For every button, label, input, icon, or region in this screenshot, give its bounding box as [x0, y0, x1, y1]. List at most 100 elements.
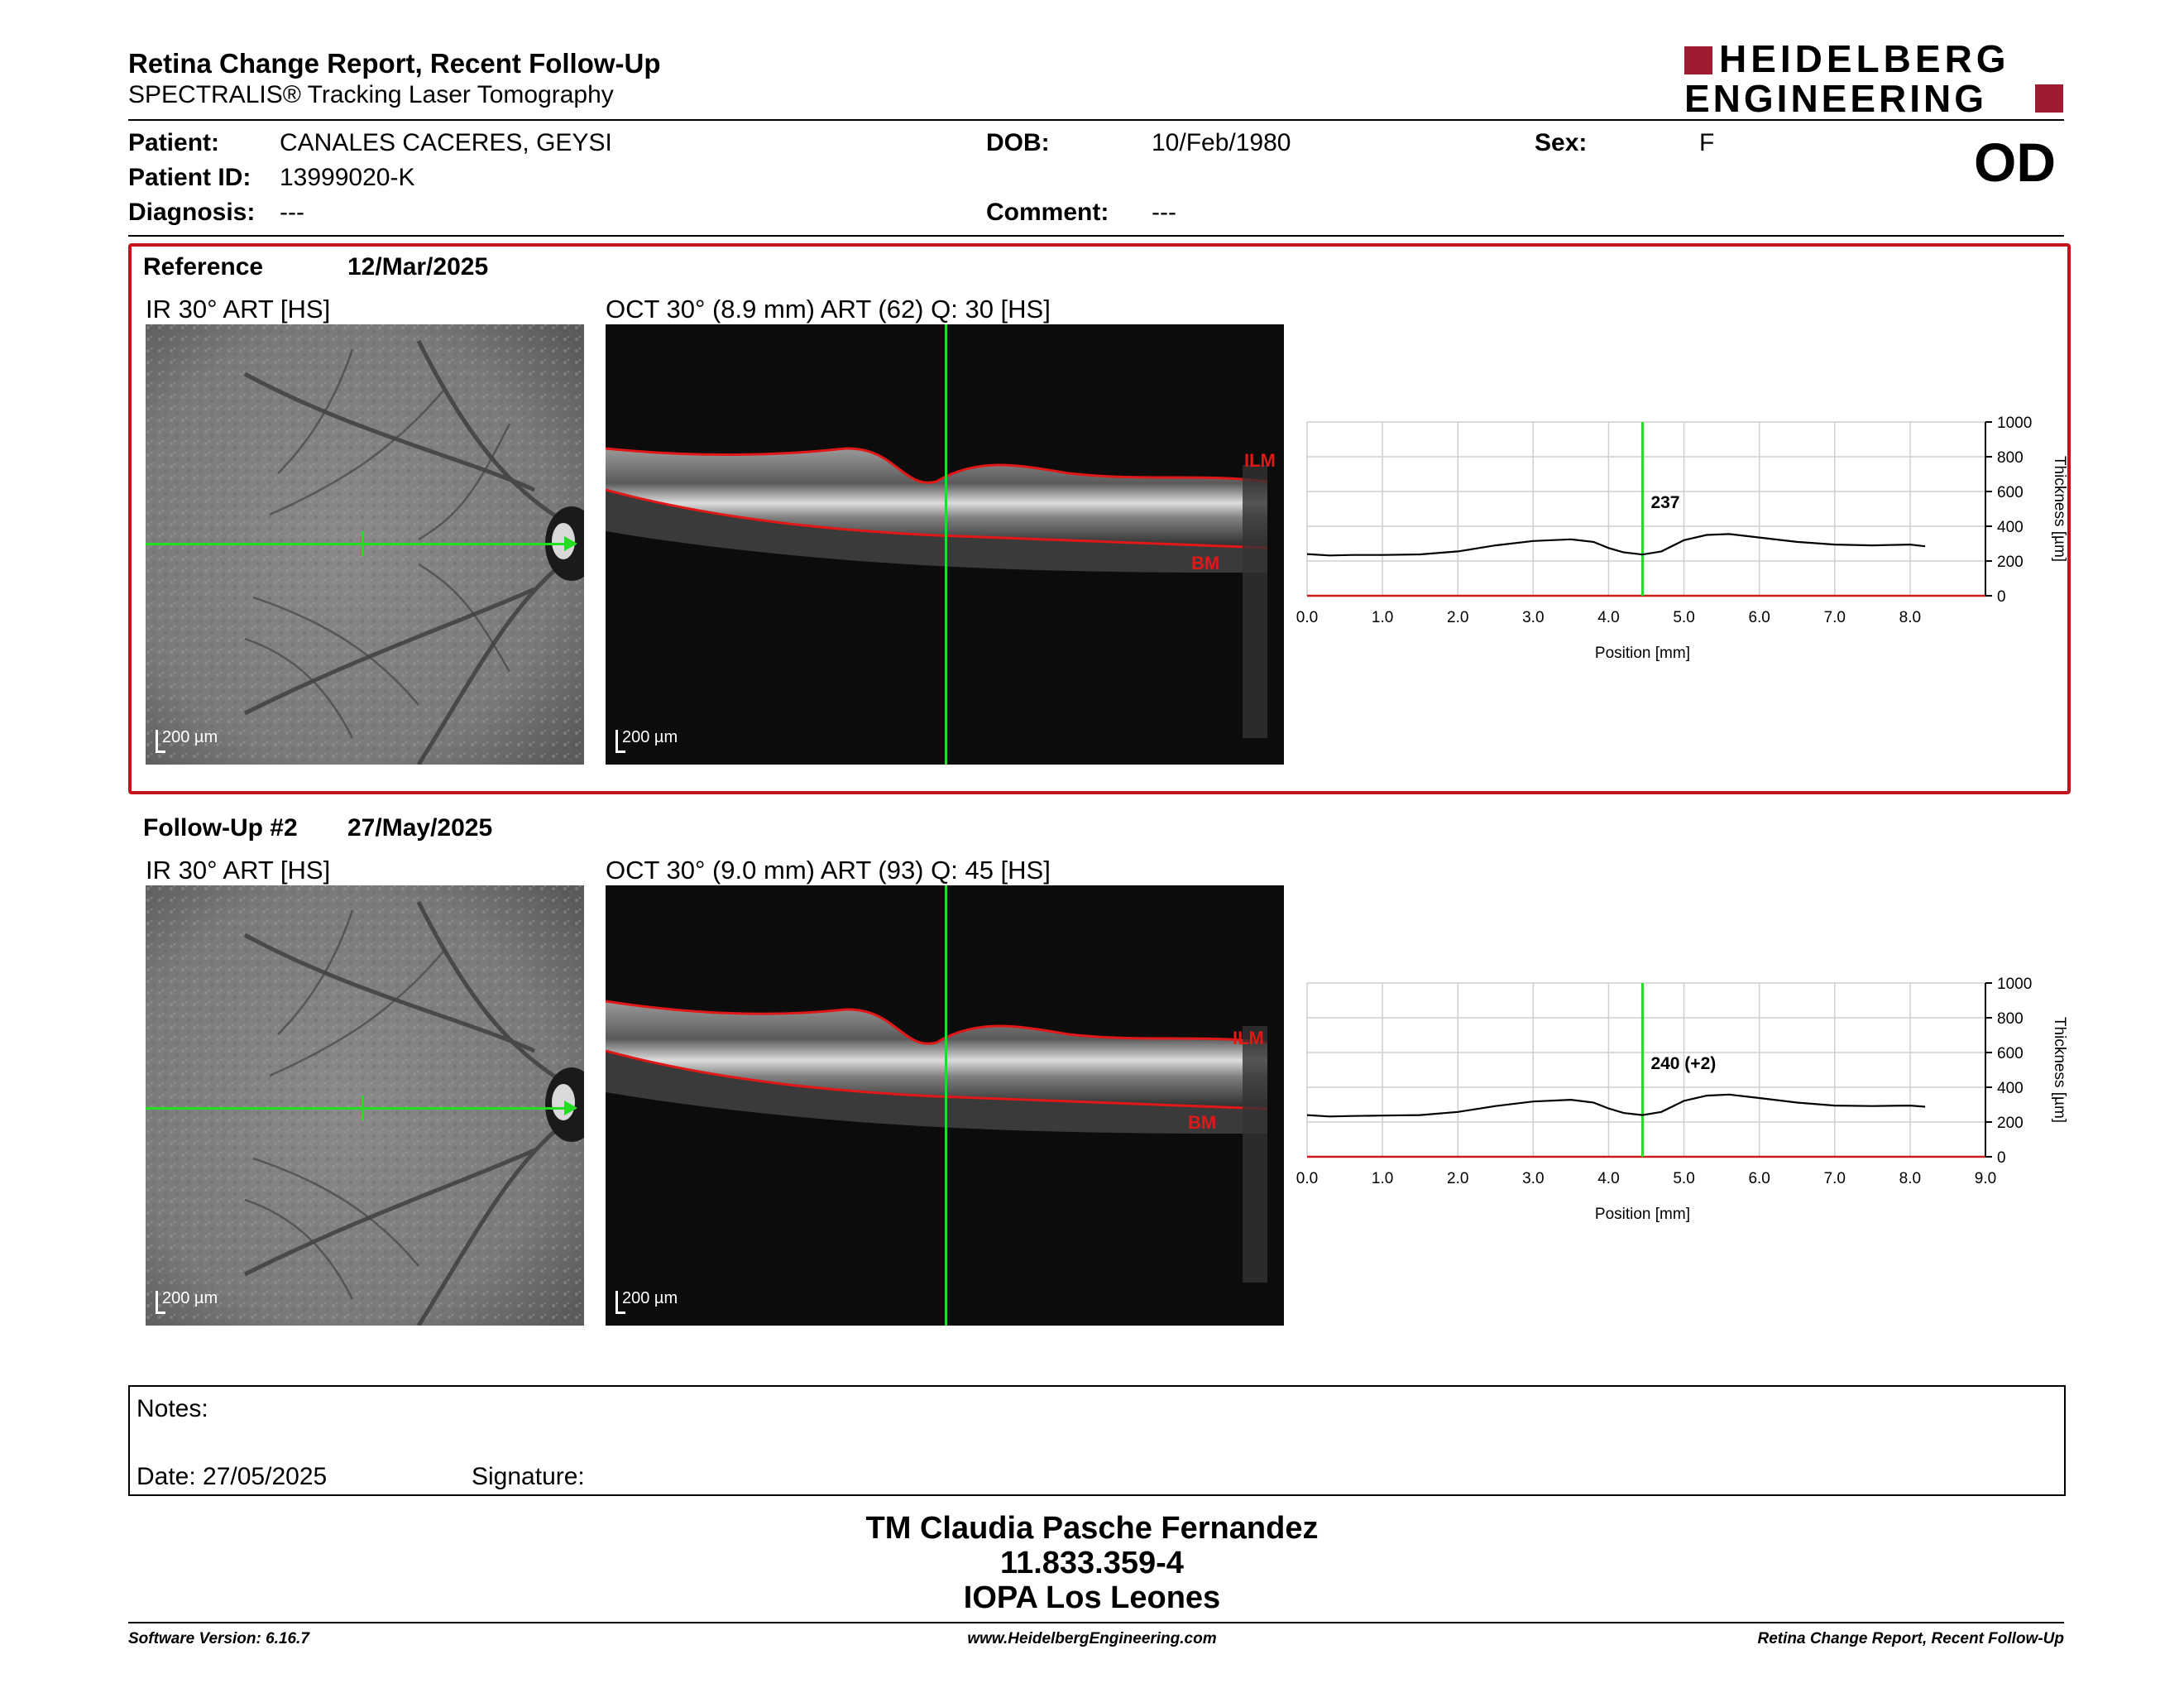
y-tick-label: 200 — [1997, 554, 2024, 571]
footer-report-name: Retina Change Report, Recent Follow-Up — [1757, 1630, 2064, 1647]
logo-text-engineering: ENGINEERING — [1684, 77, 1988, 120]
y-axis-label: Thickness [µm] — [2051, 456, 2068, 562]
x-tick-label: 2.0 — [1447, 609, 1468, 626]
scan-direction-arrow-icon — [564, 536, 577, 551]
signer-institution: IOPA Los Leones — [963, 1580, 1221, 1615]
x-tick-label: 7.0 — [1824, 609, 1846, 626]
logo-text-heidelberg: HEIDELBERG — [1719, 37, 2010, 80]
thickness-series-line — [1306, 533, 1926, 557]
eye-indicator: OD — [1974, 132, 2056, 193]
x-tick-label: 6.0 — [1748, 609, 1770, 626]
reference-fundus-svg — [146, 324, 584, 765]
x-tick-label: 0.0 — [1296, 1170, 1318, 1187]
followup-ir-image: 200 µm — [146, 885, 584, 1326]
followup-bm-label: BM — [1188, 1112, 1217, 1133]
y-tick-label: 400 — [1997, 1080, 2024, 1097]
reference-thickness-chart: 0 200 400 600 800 1000 0.0 1.0 2.0 3.0 4.0 5.0 6.0 7.… — [1296, 415, 2068, 662]
x-tick-label: 1.0 — [1372, 1170, 1393, 1187]
reference-bm-label: BM — [1191, 553, 1220, 573]
followup-thickness-chart: 0 200 400 600 800 1000 0.0 1.0 2.0 3.0 4.0 5.0 6.0 7.… — [1296, 976, 2068, 1223]
patient-id-label: Patient ID: — [128, 164, 251, 191]
dob-label: DOB: — [986, 129, 1050, 156]
y-tick-label: 1000 — [1997, 415, 2032, 432]
reference-box — [128, 243, 2071, 794]
chart-grid — [1306, 982, 1986, 1158]
followup-oct-image: ILM BM 200 µm — [606, 885, 1284, 1326]
footer-divider — [128, 1622, 2064, 1623]
reference-ir-scale: 200 µm — [156, 728, 230, 753]
report-subtitle: SPECTRALIS® Tracking Laser Tomography — [128, 81, 614, 108]
followup-scan-marker — [362, 1096, 364, 1120]
header-divider — [128, 119, 2064, 121]
reference-oct-caption: OCT 30° (8.9 mm) ART (62) Q: 30 [HS] — [606, 295, 1051, 324]
y-tick-label: 400 — [1997, 519, 2024, 536]
notes-date: Date: 27/05/2025 — [136, 1463, 328, 1490]
followup-fundus-svg — [146, 885, 584, 1326]
logo-square-bottom — [2035, 84, 2063, 113]
y-tick-label: 1000 — [1997, 976, 2032, 993]
sex-value: F — [1699, 129, 1715, 156]
followup-oct-caption: OCT 30° (9.0 mm) ART (93) Q: 45 [HS] — [606, 856, 1051, 885]
reference-scan-marker — [362, 531, 364, 556]
followup-oct-position-line — [945, 885, 947, 1326]
x-tick-label: 3.0 — [1522, 609, 1544, 626]
followup-label: Follow-Up #2 — [143, 814, 298, 842]
patient-name: CANALES CACERES, GEYSI — [280, 129, 612, 156]
x-tick-label: 4.0 — [1597, 609, 1619, 626]
y-tick-label: 600 — [1997, 484, 2024, 501]
x-tick-label: 7.0 — [1824, 1170, 1846, 1187]
reference-ir-caption: IR 30° ART [HS] — [146, 295, 331, 324]
followup-ir-scale: 200 µm — [156, 1289, 230, 1314]
x-tick-label: 0.0 — [1296, 609, 1318, 626]
patient-id-value: 13999020-K — [280, 164, 415, 191]
reference-ir-image: 200 µm — [146, 324, 584, 765]
patient-divider — [128, 235, 2064, 237]
y-tick-label: 0 — [1997, 588, 2006, 606]
marker-value-label: 237 — [1650, 493, 1679, 512]
signer-id: 11.833.359-4 — [1000, 1546, 1184, 1580]
diagnosis-value: --- — [280, 199, 304, 226]
logo-square-top — [1684, 46, 1712, 74]
x-tick-label: 8.0 — [1899, 1170, 1921, 1187]
signature-label: Signature: — [472, 1463, 585, 1490]
comment-label: Comment: — [986, 199, 1109, 226]
followup-ilm-label: ILM — [1233, 1028, 1264, 1048]
sex-label: Sex: — [1535, 129, 1588, 156]
reference-oct-image: ILM BM 200 µm — [606, 324, 1284, 765]
x-tick-label: 8.0 — [1899, 609, 1921, 626]
reference-date: 12/Mar/2025 — [347, 253, 489, 281]
software-version: Software Version: 6.16.7 — [128, 1630, 309, 1647]
reference-label: Reference — [143, 253, 264, 281]
reference-oct-position-line — [945, 324, 947, 765]
reference-scan-line — [146, 543, 576, 545]
scan-direction-arrow-icon — [564, 1101, 577, 1115]
thickness-series-line — [1306, 1093, 1926, 1118]
x-tick-label: 6.0 — [1748, 1170, 1770, 1187]
x-tick-label: 1.0 — [1372, 609, 1393, 626]
x-tick-label: 3.0 — [1522, 1170, 1544, 1187]
y-tick-label: 200 — [1997, 1115, 2024, 1132]
x-tick-label: 2.0 — [1447, 1170, 1468, 1187]
diagnosis-label: Diagnosis: — [128, 199, 256, 226]
y-tick-label: 800 — [1997, 1010, 2024, 1028]
x-axis-label: Position [mm] — [1595, 645, 1690, 662]
y-axis-label: Thickness [µm] — [2051, 1017, 2068, 1123]
dob-value: 10/Feb/1980 — [1152, 129, 1291, 156]
y-tick-label: 600 — [1997, 1045, 2024, 1062]
y-tick-label: 0 — [1997, 1149, 2006, 1167]
marker-value-label: 240 (+2) — [1650, 1054, 1716, 1073]
chart-grid — [1306, 421, 1986, 597]
y-tick-label: 800 — [1997, 449, 2024, 467]
followup-ir-caption: IR 30° ART [HS] — [146, 856, 331, 885]
x-tick-label: 9.0 — [1975, 1170, 1996, 1187]
notes-box: Notes: Date: 27/05/2025 Signature: — [128, 1385, 2066, 1496]
reference-oct-scale: 200 µm — [615, 728, 690, 753]
signer-name: TM Claudia Pasche Fernandez — [865, 1511, 1319, 1546]
notes-label: Notes: — [136, 1395, 208, 1422]
x-tick-label: 5.0 — [1673, 609, 1694, 626]
x-axis-label: Position [mm] — [1595, 1206, 1690, 1223]
x-tick-label: 5.0 — [1673, 1170, 1694, 1187]
followup-date: 27/May/2025 — [347, 814, 493, 842]
website-link[interactable]: www.HeidelbergEngineering.com — [967, 1630, 1217, 1647]
heidelberg-logo: HEIDELBERG ENGINEERING — [1684, 37, 2065, 120]
